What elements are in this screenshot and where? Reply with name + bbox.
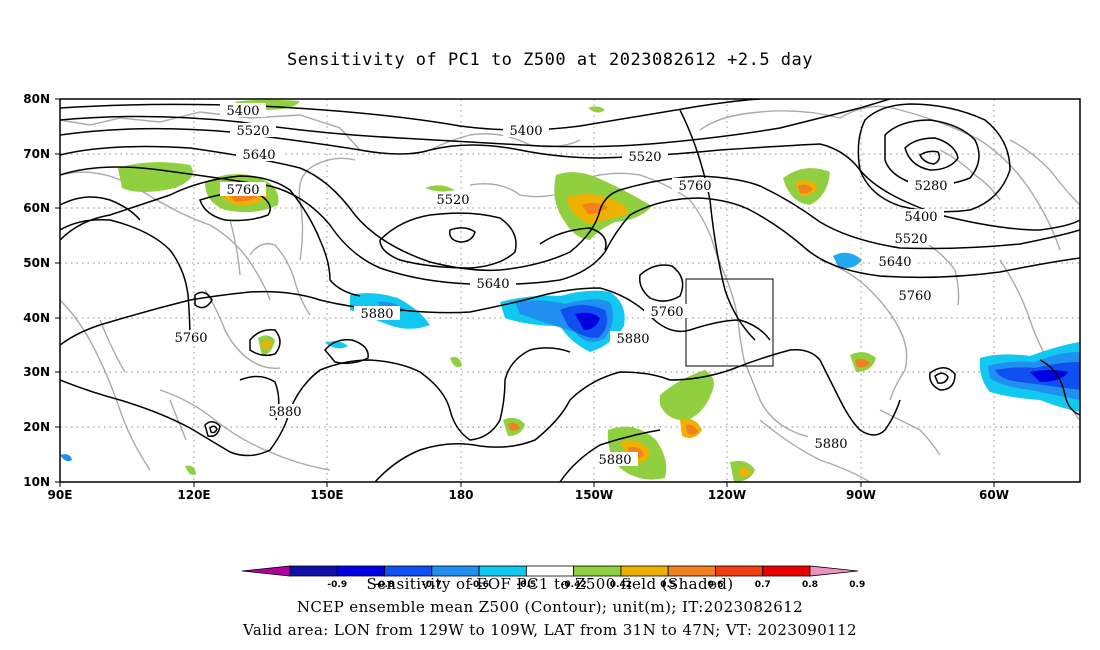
contour-label: 5760: [650, 305, 683, 320]
map-title: Sensitivity of PC1 to Z500 at 2023082612…: [286, 50, 813, 70]
colorbar-tick-label: -0.7: [422, 580, 442, 590]
axis-ticks: [55, 98, 995, 487]
contour-labels: 5400 5520 5640 5760 5400 5520 5520 5760 …: [168, 103, 954, 468]
lon-label-150w: 150W: [575, 488, 613, 502]
contour-label: 5520: [236, 124, 269, 139]
contour-label: 5880: [616, 332, 649, 347]
colorbar-tick-label: 0.6: [707, 580, 723, 590]
colorbar-tick-label: 0.9: [849, 580, 865, 590]
contour-label: 5640: [242, 148, 275, 163]
lat-label-80n: 80N: [23, 92, 50, 106]
lon-label-180: 180: [448, 488, 473, 502]
footer-contour-caption: NCEP ensemble mean Z500 (Contour); unit(…: [296, 598, 804, 616]
lat-label-60n: 60N: [23, 201, 50, 215]
contour-label: 5760: [678, 179, 711, 194]
lat-label-40n: 40N: [23, 311, 50, 325]
plot-frame: [59, 98, 1081, 483]
colorbar-tick-label: 0.5: [660, 580, 676, 590]
lon-label-120w: 120W: [708, 488, 746, 502]
colorbar: -0.9 -0.8 -0.7 -0.6 -0.5 -0.42 0.42 0.5 0.6 0.7 0.…: [241, 565, 865, 590]
lon-label-90e: 90E: [48, 488, 73, 502]
contour-label: 5760: [898, 289, 931, 304]
colorbar-tick-label: -0.6: [469, 580, 489, 590]
contour-label: 5760: [226, 183, 259, 198]
lon-label-90w: 90W: [846, 488, 876, 502]
lon-labels: 90E 120E 150E 180 150W 120W 90W 60W: [48, 488, 1009, 502]
lat-labels: 80N 70N 60N 50N 40N 30N 20N 10N: [23, 92, 50, 489]
lat-label-10n: 10N: [23, 475, 50, 489]
contour-label: 5520: [894, 232, 927, 247]
lon-label-60w: 60W: [979, 488, 1009, 502]
lat-label-50n: 50N: [23, 256, 50, 270]
colorbar-tick-label: 0.7: [755, 580, 771, 590]
contour-label: 5400: [226, 104, 259, 119]
coastlines: [60, 105, 1080, 482]
footer-shading-caption: Sensitivity of EOF PC1 to Z500 field (Sh…: [366, 575, 734, 593]
contour-label: 5880: [268, 405, 301, 420]
colorbar-tick-label: 0.8: [802, 580, 818, 590]
lat-label-20n: 20N: [23, 420, 50, 434]
contour-label: 5880: [360, 307, 393, 322]
contour-label: 5880: [598, 453, 631, 468]
graticule: [60, 99, 1080, 482]
contour-label: 5400: [509, 124, 542, 139]
lat-label-30n: 30N: [23, 365, 50, 379]
contour-label: 5280: [914, 179, 947, 194]
footer-valid-area-caption: Valid area: LON from 129W to 109W, LAT f…: [243, 621, 857, 639]
contour-label: 5760: [174, 331, 207, 346]
colorbar-tick-label: -0.5: [517, 580, 537, 590]
contour-label: 5520: [628, 150, 661, 165]
colorbar-tick-label: -0.9: [327, 580, 347, 590]
lon-label-150e: 150E: [310, 488, 343, 502]
colorbar-tick-label: -0.42: [561, 580, 587, 590]
contour-label: 5640: [878, 255, 911, 270]
contour-label: 5400: [904, 210, 937, 225]
colorbar-max-arrow: [809, 565, 859, 577]
contour-label: 5640: [476, 277, 509, 292]
valid-area-box: [685, 278, 774, 367]
lat-label-70n: 70N: [23, 147, 50, 161]
colorbar-tick-label: 0.42: [610, 580, 632, 590]
contour-label: 5880: [814, 437, 847, 452]
contour-label: 5520: [436, 193, 469, 208]
colorbar-tick-label: -0.8: [375, 580, 395, 590]
lon-label-120e: 120E: [177, 488, 210, 502]
